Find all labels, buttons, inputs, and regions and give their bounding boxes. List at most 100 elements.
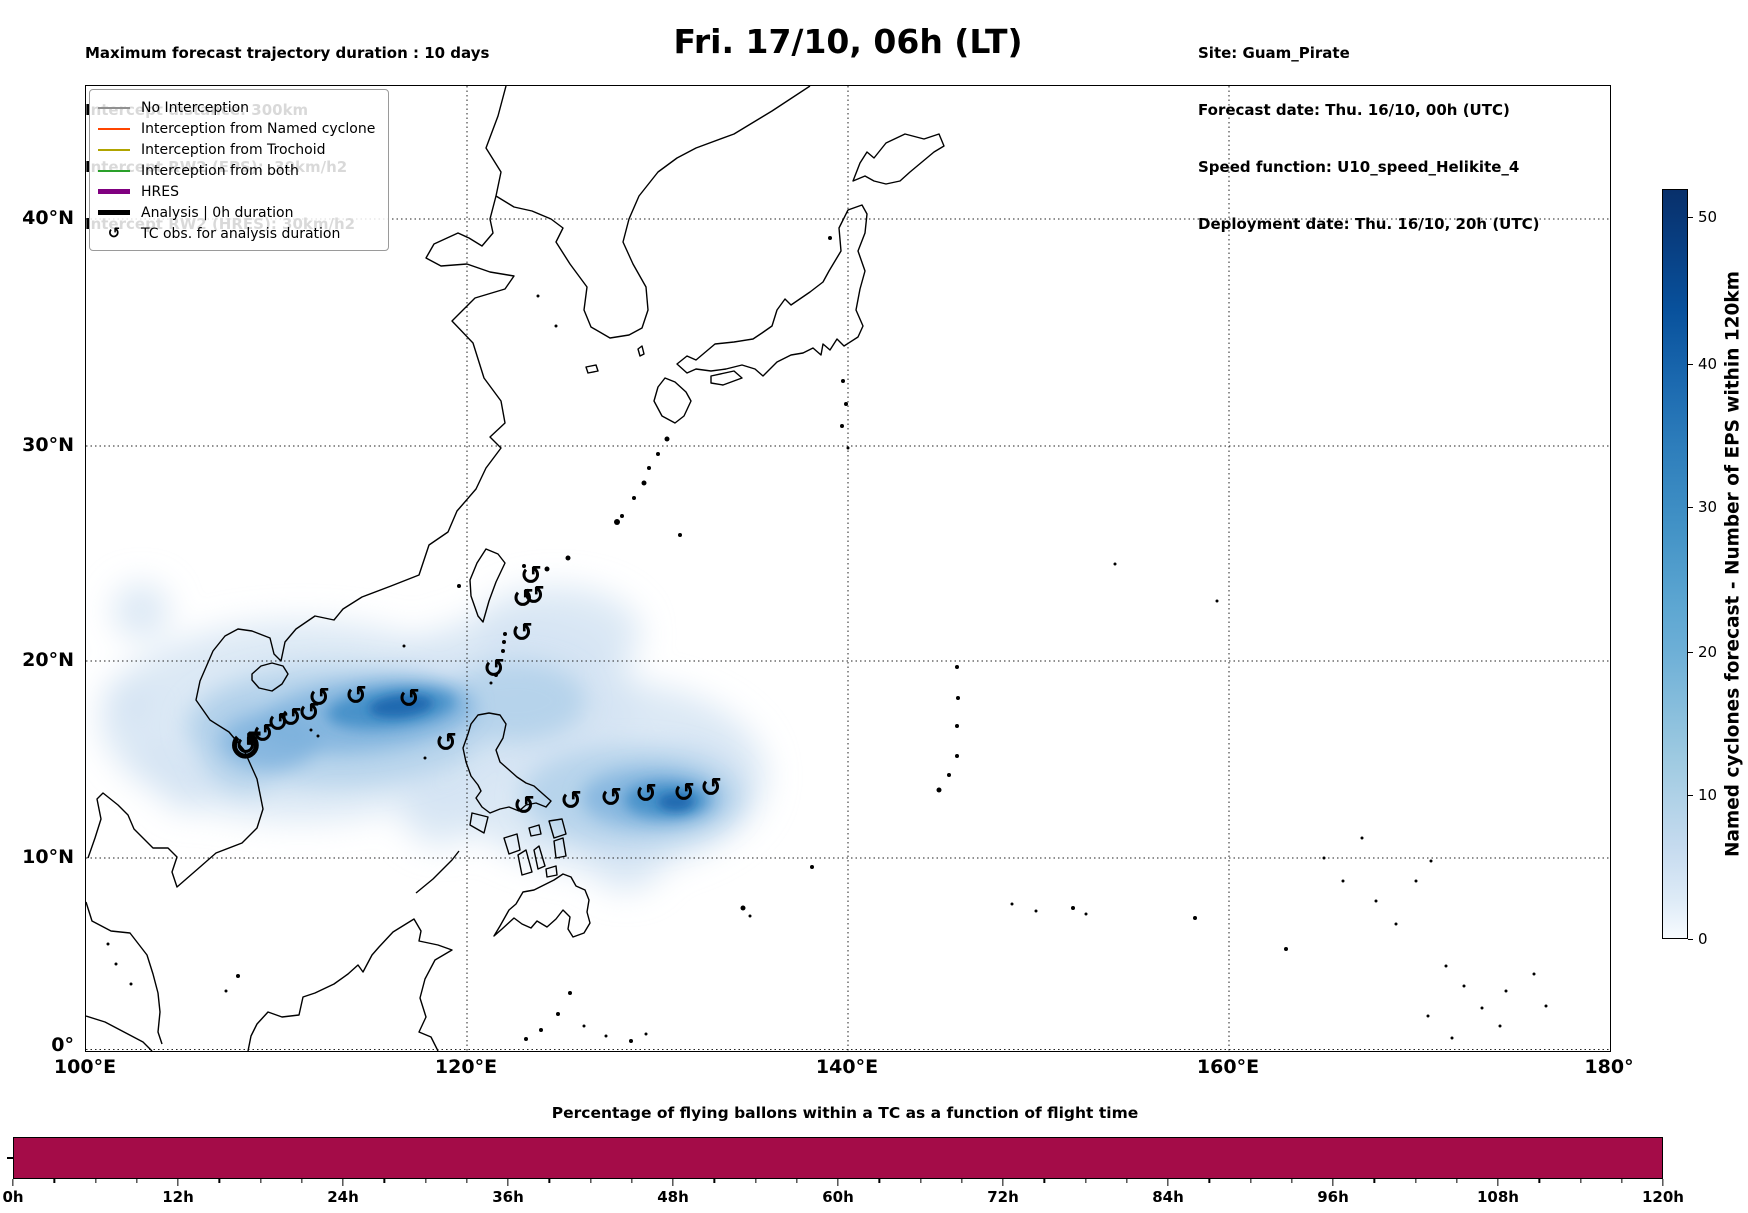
bottom-axis-tick [53,1179,55,1183]
legend-label: No Interception [141,99,250,116]
legend-item-analysis: Analysis | 0h duration [98,202,380,223]
bottom-axis-tick [1621,1179,1623,1183]
bottom-axis-tick [94,1179,97,1183]
tc-observation-symbol: ↺ [235,731,257,761]
bottom-chart-y-tick [7,1157,13,1159]
bottom-tick-12h: 12h [162,1188,194,1206]
tc-observation-symbol: ↺ [520,561,542,591]
bottom-axis-tick [301,1179,303,1183]
tc-observation-symbol: ↺ [513,791,535,821]
bottom-axis-tick [1002,1179,1004,1186]
tc-observations-layer: ↺↺↺↺↺↺↺ ↺ ↺↺↺↺↺↺↺↺ ↺ ↺ ↺ ↺ ↺ [228,561,722,821]
island-luzon [462,712,552,814]
bottom-axis-tick [919,1179,922,1183]
bottom-tick-72h: 72h [987,1188,1019,1206]
island-hokkaido [852,133,945,185]
colorbar-tick-label-50: 50 [1698,208,1718,226]
density-shading-layer [101,583,766,891]
colorbar-tick-label-30: 30 [1698,498,1718,516]
bottom-tick-0h: 0h [2,1188,24,1206]
bottom-tick-36h: 36h [492,1188,524,1206]
tc-observation-symbol: ↺ [560,786,582,816]
island-borneo [247,918,453,1051]
tc-observation-symbol: ↺ [308,683,330,713]
legend-item-named-cyclone: Interception from Named cyclone [98,118,380,139]
island-panay [503,833,521,855]
bottom-tick-60h: 60h [822,1188,854,1206]
bottom-axis-tick [961,1179,963,1183]
site-line: Site: Guam_Pirate [1198,44,1350,62]
bottom-axis-tick [1332,1179,1334,1186]
bottom-axis-tick [1249,1179,1252,1183]
setting-line-duration: Maximum forecast trajectory duration : 1… [85,44,490,62]
purple-thick-line-icon [98,189,130,194]
green-line-icon [98,169,130,172]
page-title: Fri. 17/10, 06h (LT) [673,22,1023,61]
tc-observation-symbol: ↺ [600,783,622,813]
site-info-block: Site: Guam_Pirate Forecast date: Thu. 16… [1198,6,1539,272]
colorbar [1662,189,1688,939]
bottom-axis-tick [1167,1179,1169,1186]
island-palawan [415,850,460,894]
coastlines [86,86,1548,1051]
bottom-axis-tick [342,1179,344,1186]
y-tick-10N: 10°N [22,846,74,868]
colorbar-tick-label-10: 10 [1698,786,1718,804]
bottom-axis-tick [754,1179,757,1183]
bottom-axis-tick [1291,1179,1293,1183]
bottom-tick-96h: 96h [1317,1188,1349,1206]
bottom-axis-tick [466,1179,468,1183]
bottom-axis-tick [589,1179,592,1183]
legend-item-trochoid: Interception from Trochoid [98,139,380,160]
legend-item-tc-obs: ↺ TC obs. for analysis duration [98,223,380,244]
island-taiwan [469,548,506,623]
bottom-chart-title: Percentage of flying ballons within a TC… [551,1104,1139,1122]
tc-observation-symbol: ↺ [483,654,505,684]
flight-time-bar [13,1137,1663,1179]
bottom-axis-tick [259,1179,262,1183]
coast-malay-peninsula [86,901,163,1045]
cyclone-symbol-icon: ↺ [107,224,121,242]
y-tick-20N: 20°N [22,649,74,671]
colorbar-tick [1688,795,1693,797]
x-tick-160E: 160°E [1196,1056,1260,1078]
bottom-tick-84h: 84h [1152,1188,1184,1206]
island-jeju [585,364,599,374]
gray-line-icon [98,106,130,109]
colorbar-tick-label-0: 0 [1698,930,1708,948]
bottom-axis-tick [1662,1179,1664,1186]
colorbar-tick [1688,939,1693,941]
x-tick-120E: 120°E [434,1056,498,1078]
island-mindoro [469,812,489,834]
island-bohol [545,865,558,878]
olive-line-icon [98,148,130,151]
legend-label: Interception from both [141,162,299,179]
bottom-axis-tick [177,1179,179,1186]
island-cebu [533,845,546,870]
tc-observation-symbol: ↺ [511,618,533,648]
tc-observation-symbol: ↺ [700,773,722,803]
colorbar-tick [1688,652,1693,654]
tc-observation-symbol: ↺ [280,703,302,733]
x-tick-180: 180° [1584,1056,1634,1078]
colorbar-tick-label-40: 40 [1698,355,1718,373]
bottom-axis-tick [1126,1179,1128,1183]
legend-label: Interception from Named cyclone [141,120,376,137]
bottom-axis-tick [878,1179,880,1183]
x-tick-140E: 140°E [815,1056,879,1078]
tc-observation-symbol: ↺ [267,708,289,738]
tc-observation-symbol: ↺ [398,684,420,714]
island-negros [517,849,533,876]
bottom-axis-tick [713,1179,715,1183]
map-axes: ↺ ↺ ↺ ↺ ↺ ↺ ↺ ↺ ↺ ↺ ↺ ↺ ↺ ↺ ↺ ↺ ↺ ↺ ↺ ↺ ↺ No Interception In… [85,85,1611,1052]
coast-sumatra [86,1015,153,1051]
tc-observation-symbol: ↺ [435,728,457,758]
island-shikoku [710,370,743,386]
bottom-axis-tick [1414,1179,1417,1183]
bottom-axis-tick [1084,1179,1087,1183]
legend-label: HRES [141,183,179,200]
speed-function-line: Speed function: U10_speed_Helikite_4 [1198,158,1520,176]
bottom-axis-tick [136,1179,138,1183]
tc-observation-symbol: ↺ [298,698,320,728]
island-masbate [528,824,542,837]
